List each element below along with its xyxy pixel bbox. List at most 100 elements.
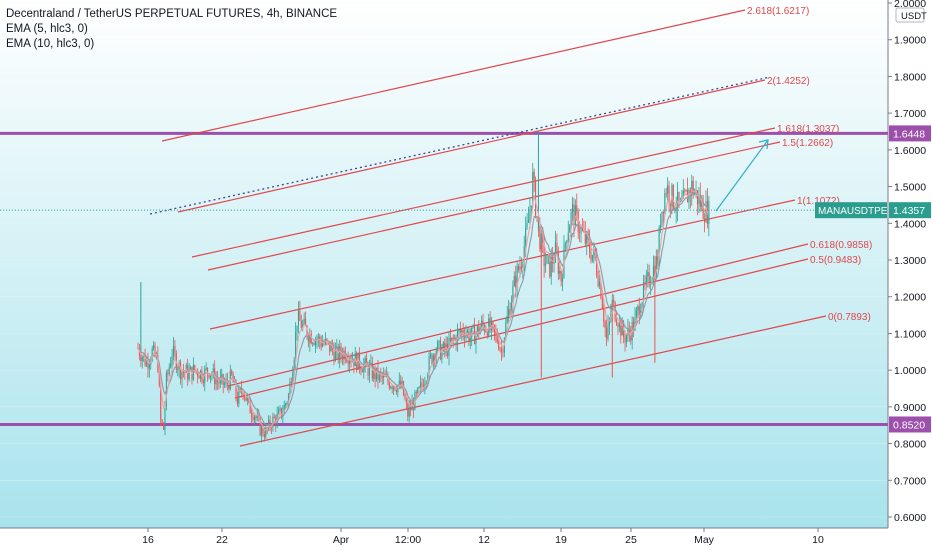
candle-body	[650, 283, 652, 286]
candle-body	[684, 190, 686, 192]
y-tick-label: 1.3000	[894, 255, 926, 267]
candle-body	[508, 308, 510, 316]
candle-body	[476, 326, 478, 335]
candle-body	[400, 380, 402, 388]
candle-body	[661, 211, 663, 225]
candle-body	[624, 337, 626, 343]
candle-body	[688, 189, 690, 203]
projection-arrow	[715, 139, 769, 212]
candle-body	[489, 318, 491, 331]
candle-body	[428, 356, 430, 376]
candle-body	[438, 340, 440, 342]
candle-body	[461, 330, 463, 333]
candle-body	[219, 377, 221, 384]
x-tick-label: May	[694, 534, 715, 546]
candle-body	[350, 360, 352, 362]
candle-body	[147, 361, 149, 369]
candle-body	[637, 306, 639, 311]
level-tag-label: 1.6448	[893, 128, 925, 140]
candle-body	[510, 302, 513, 315]
candle-body	[562, 277, 564, 282]
candle-body	[589, 239, 591, 253]
candle-body	[549, 255, 551, 277]
candle-body	[404, 395, 406, 400]
candle-body	[238, 389, 240, 405]
candle-body	[696, 190, 699, 205]
candle-body	[154, 345, 156, 357]
candle-body	[198, 376, 200, 379]
fib-label: 2.618(1.6217)	[747, 6, 809, 17]
candle-body	[182, 371, 184, 373]
candle-body	[390, 386, 392, 389]
price-axis: 2.0000 1.9000 1.8000 1.7000 1.6000 1.5000 1.40…	[887, 0, 931, 528]
y-tick-label: 1.5000	[894, 182, 926, 194]
candle-body	[557, 253, 559, 274]
candle-body	[245, 397, 247, 401]
candle-body	[236, 395, 238, 405]
candle-body	[625, 335, 628, 343]
candle-body	[573, 204, 575, 226]
candle-body	[295, 331, 297, 360]
candle-body	[526, 222, 528, 228]
y-tick-label: 1.1000	[894, 328, 926, 340]
fib-label: 1.5(1.2662)	[782, 138, 833, 149]
x-tick-label: 10	[812, 534, 824, 546]
candle-body	[580, 227, 582, 234]
candle-body	[544, 263, 547, 266]
candle-body	[260, 426, 263, 436]
candle-body	[466, 330, 468, 334]
candle-body	[642, 282, 645, 303]
candle-body	[472, 325, 474, 328]
x-tick-label: 25	[625, 534, 637, 546]
candle-body	[290, 381, 292, 383]
candle-body	[505, 322, 507, 339]
candle-body	[171, 356, 173, 365]
candle-body	[422, 385, 424, 389]
candle-body	[282, 413, 284, 417]
candle-body	[283, 404, 285, 414]
candle-body	[482, 320, 484, 326]
candle-body	[704, 218, 706, 222]
candle-body	[486, 331, 488, 336]
candle-body	[630, 333, 632, 341]
candle-body	[591, 254, 593, 261]
candle-body	[435, 350, 437, 361]
candle-body	[388, 381, 390, 389]
candle-body	[197, 370, 199, 377]
fib-line	[239, 315, 827, 447]
ema5-line	[137, 189, 710, 432]
candle-body	[393, 386, 395, 389]
candle-body	[378, 372, 380, 380]
fib-label: 1.618(1.3037)	[777, 124, 839, 135]
y-tick-label: 0.8000	[894, 439, 926, 451]
candle-body	[411, 402, 413, 411]
candle-body	[492, 321, 494, 326]
candle-body	[478, 326, 480, 335]
axis-background	[888, 0, 932, 550]
candle-body	[657, 256, 659, 266]
candle-body	[363, 364, 365, 373]
candle-body	[682, 190, 684, 199]
candle-body	[596, 257, 598, 275]
candle-body	[209, 375, 211, 378]
candle-body	[415, 392, 417, 394]
candle-body	[408, 407, 410, 417]
candle-body	[326, 338, 328, 341]
candle-body	[662, 211, 664, 214]
candle-body	[239, 388, 241, 390]
candle-body	[367, 364, 369, 376]
candle-body	[306, 326, 308, 337]
candle-body	[360, 367, 362, 371]
candle-body	[669, 202, 672, 207]
candle-body	[698, 195, 700, 205]
fib-line	[227, 243, 809, 387]
projection-arrow-head	[758, 139, 769, 150]
candle-body	[570, 212, 572, 227]
candle-body	[180, 362, 182, 380]
candle-body	[272, 416, 274, 428]
candle-body	[621, 323, 623, 336]
candle-body	[194, 365, 196, 371]
candle-body	[265, 428, 267, 437]
